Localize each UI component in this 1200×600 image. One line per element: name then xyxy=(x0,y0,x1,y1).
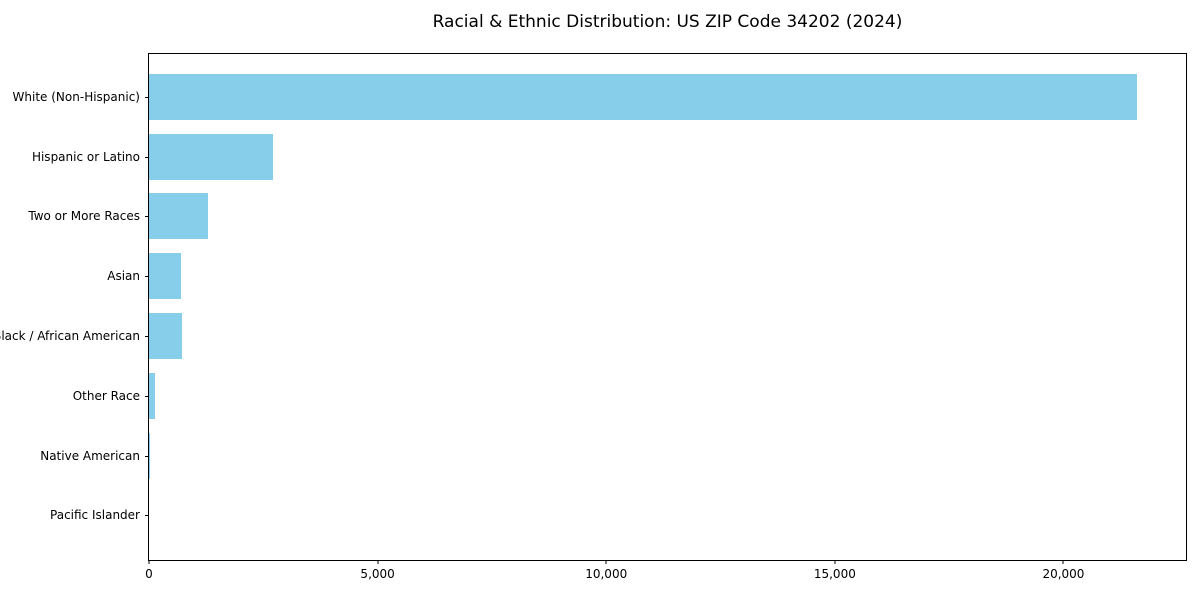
x-tick-label: 10,000 xyxy=(585,567,628,581)
category-label: Black / African American xyxy=(0,329,140,344)
category-label: Native American xyxy=(40,448,140,463)
bar xyxy=(149,73,1137,120)
bar xyxy=(149,253,181,300)
category-label: Other Race xyxy=(72,388,140,403)
bar-row: Asian xyxy=(107,246,1186,306)
x-tick-label: 0 xyxy=(145,567,153,581)
x-tick-mark xyxy=(834,560,836,564)
x-tick-mark xyxy=(148,560,150,564)
category-label: Hispanic or Latino xyxy=(31,149,140,164)
category-label: Pacific Islander xyxy=(50,508,140,523)
category-label: White (Non-Hispanic) xyxy=(12,89,140,104)
x-tick-mark xyxy=(1062,560,1064,564)
bar xyxy=(149,432,151,479)
y-tick-mark xyxy=(145,395,149,397)
bar-row: White (Non-Hispanic) xyxy=(13,67,1186,127)
plot-area: White (Non-Hispanic) Hispanic or Latino Tw… xyxy=(0,53,1187,581)
y-tick-mark xyxy=(145,336,149,338)
x-tick-label: 15,000 xyxy=(813,567,856,581)
y-tick-mark xyxy=(145,276,149,278)
x-tick-label: 20,000 xyxy=(1042,567,1085,581)
bar-row: Other Race xyxy=(73,366,1186,426)
x-tick-mark xyxy=(605,560,607,564)
bar-row: Pacific Islander xyxy=(50,486,1186,546)
bar xyxy=(149,193,208,240)
y-tick-mark xyxy=(145,216,149,218)
y-tick-mark xyxy=(145,96,149,98)
bar xyxy=(149,133,274,180)
category-label: Two or More Races xyxy=(28,209,140,224)
category-label: Asian xyxy=(107,269,140,284)
y-tick-mark xyxy=(145,515,149,517)
x-tick-label: 5,000 xyxy=(360,567,395,581)
bar-row: Two or More Races xyxy=(28,187,1186,247)
y-tick-mark xyxy=(145,156,149,158)
bar-row: Black / African American xyxy=(0,306,1186,366)
x-tick-mark xyxy=(377,560,379,564)
bar xyxy=(149,372,156,419)
y-tick-mark xyxy=(145,455,149,457)
bar-row: Native American xyxy=(40,426,1186,486)
bar xyxy=(149,313,182,360)
bars-container: White (Non-Hispanic) Hispanic or Latino Tw… xyxy=(0,67,1186,546)
chart-title: Racial & Ethnic Distribution: US ZIP Cod… xyxy=(432,12,903,32)
bar-row: Hispanic or Latino xyxy=(32,127,1186,187)
